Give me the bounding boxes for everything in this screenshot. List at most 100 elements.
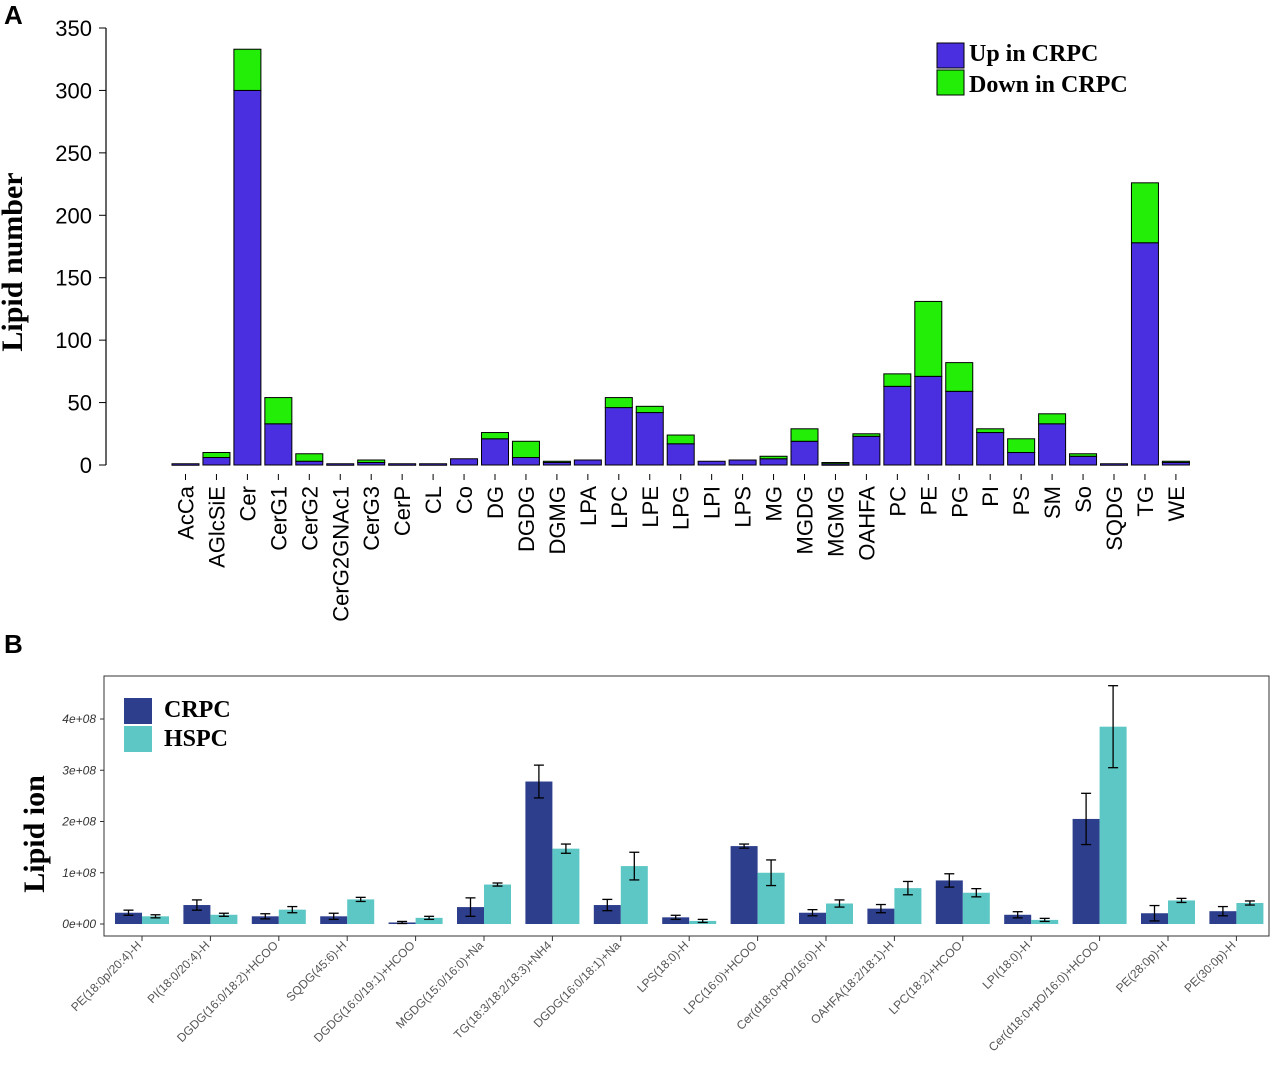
bar-up-LPG [666,443,695,466]
bar-up-PG [945,390,974,466]
bar-crpc-16 [1209,911,1237,924]
legend-label-hspc: HSPC [164,726,228,752]
bar-up-PE [914,375,943,466]
chart-b-frame [103,675,1270,937]
chart-b-xtick-label: Cer(d18:0+pO/16:0)+HCOO [986,938,1102,1054]
bar-down-LPC [604,397,633,409]
bar-hspc-12 [962,892,990,924]
chart-a-xtick-label: LPI [700,486,725,519]
bar-up-SM [1038,423,1067,466]
chart-b-legend: CRPC HSPC [124,697,231,752]
bar-crpc-1 [183,905,211,924]
bar-hspc-16 [1236,902,1264,924]
bar-up-So [1069,455,1098,466]
chart-a-ytick-label: 0 [80,453,92,478]
legend-label-down: Down in CRPC [969,72,1128,98]
bar-up-Cer [233,89,262,466]
chart-a-xtick-label: DGDG [514,486,539,552]
chart-a-legend: Up in CRPC Down in CRPC [936,41,1128,98]
bar-hspc-6 [552,848,580,924]
bar-hspc-4 [415,917,443,924]
chart-b-ytick-label: 4e+08 [62,712,96,726]
bar-up-CerG2 [295,460,324,466]
chart-a-xtick-label: SM [1040,486,1065,519]
chart-a-xtick-label: MGMG [823,486,848,557]
bar-up-AGlcSiE [202,457,231,466]
bar-up-LPI [697,460,726,466]
chart-a-xtick-label: LPA [576,486,601,526]
bar-crpc-7 [593,905,621,924]
legend-swatch-up [936,42,965,69]
chart-b-ytick-label: 2e+08 [61,815,96,829]
bar-crpc-0 [115,912,142,924]
chart-a-xtick-label: So [1071,486,1096,513]
chart-b: Lipid ion 0e+00 1e+08 2e+08 3e+08 4e+08 PE(1… [18,675,1270,1054]
bar-hspc-10 [826,903,853,924]
bar-down-LPE [635,405,664,414]
chart-a-ytick-label: 150 [55,266,92,291]
chart-b-xtick-label: LPC(18:2)+HCOO [886,938,965,1017]
bar-up-MG [759,458,788,466]
bar-crpc-11 [867,908,895,924]
bar-crpc-9 [730,846,758,924]
bar-down-SM [1038,413,1067,425]
bar-up-PC [883,385,912,466]
bar-crpc-10 [799,912,826,924]
bar-up-CerG2GNAc1 [326,463,355,466]
chart-a: Lipid number 0 50 100 150 200 250 300 350 AcCa A… [0,16,1190,622]
bar-up-CL [419,463,448,466]
bar-up-DGDG [511,457,540,466]
bar-down-PS [1007,438,1036,454]
bar-up-OAHFA [852,435,881,466]
bar-crpc-3 [320,916,348,924]
bar-up-Co [450,458,479,466]
chart-b-xtick-label: PI(18:0/20:4)-H [145,938,213,1006]
bar-up-LPE [635,412,664,466]
bar-up-PS [1007,452,1036,466]
chart-a-xtick-label: AGlcSiE [204,486,229,568]
bar-up-LPA [573,459,602,466]
chart-a-xtick-label: AcCa [174,485,199,540]
bar-down-So [1069,453,1098,457]
chart-b-xtick-label: PE(18:0p/20:4)-H [68,938,144,1014]
chart-a-ytick-label: 50 [68,391,92,416]
bar-hspc-15 [1168,900,1195,924]
chart-a-xtick-label: OAHFA [854,486,879,561]
bar-up-SQDG [1100,463,1128,466]
bar-up-LPC [604,407,633,466]
chart-a-xtick-label: SQDG [1102,486,1127,551]
bar-down-MGDG [790,428,819,442]
bar-down-PI [976,428,1005,434]
chart-a-ytick-label: 200 [55,203,92,228]
bar-hspc-5 [484,884,511,924]
chart-a-xtick-label: PE [916,486,941,515]
chart-b-xtick-label: PE(28:0p)-H [1113,938,1170,995]
chart-b-xtick-label: SQDG(45:6)-H [283,938,349,1004]
bar-down-MG [759,455,788,460]
legend-label-up: Up in CRPC [969,41,1098,67]
chart-a-xtick-label: PI [978,486,1003,507]
bar-crpc-8 [662,917,690,924]
bar-crpc-6 [525,781,553,924]
chart-b-ytick-label: 3e+08 [62,763,96,777]
chart-a-xtick-label: CerG1 [266,486,291,551]
chart-a-xtick-label: DGMG [545,486,570,554]
chart-a-ytick-label: 250 [55,141,92,166]
bar-down-WE [1161,460,1190,464]
bar-crpc-13 [1004,914,1032,924]
bar-down-CerG3 [357,459,386,464]
bar-down-PE [914,300,943,377]
bar-down-Cer [233,48,262,91]
chart-b-ytick-label: 0e+00 [62,917,96,931]
bar-down-CerG2 [295,453,324,462]
chart-a-xtick-label: LPC [607,486,632,529]
bar-up-CerG1 [264,423,293,466]
chart-a-xtick-label: PS [1009,486,1034,515]
bar-up-DG [481,438,509,466]
bar-hspc-2 [278,909,306,924]
bar-down-OAHFA [852,433,881,437]
chart-a-xtick-label: CL [421,486,446,514]
bar-down-DGDG [511,440,540,459]
panel-label-a: A [4,0,23,30]
